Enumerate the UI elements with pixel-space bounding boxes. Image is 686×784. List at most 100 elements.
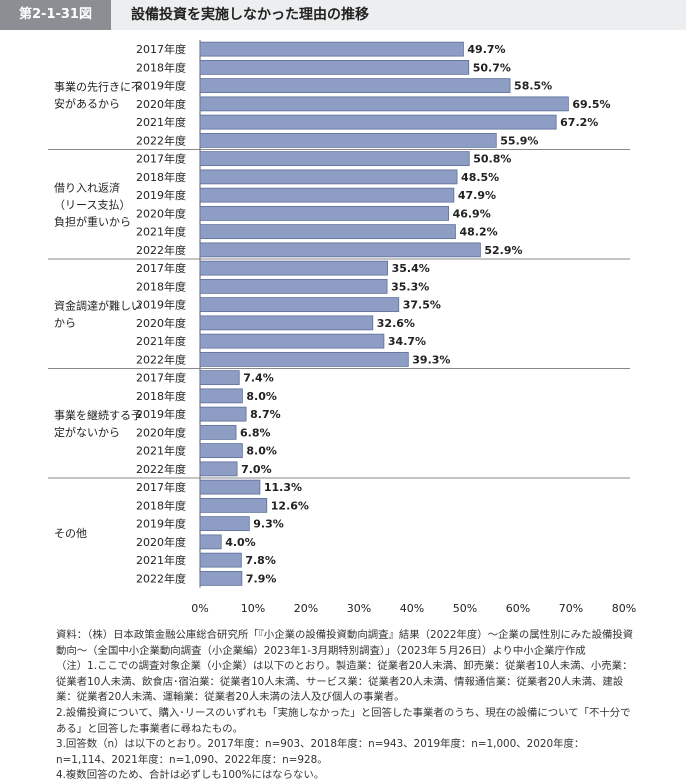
bar xyxy=(199,443,243,459)
bar xyxy=(199,370,240,386)
group-label: 事業を継続する予 xyxy=(54,408,142,422)
bar xyxy=(199,497,268,513)
year-label: 2021年度 xyxy=(136,444,186,458)
bar xyxy=(199,479,261,495)
value-label: 52.9% xyxy=(484,244,522,257)
value-label: 48.5% xyxy=(461,171,499,184)
bar xyxy=(199,406,247,422)
year-label: 2019年度 xyxy=(136,517,186,531)
bar xyxy=(199,297,400,313)
bar xyxy=(199,424,237,440)
group-label: 事業の先行きに不 xyxy=(54,80,142,93)
year-label: 2019年度 xyxy=(136,407,186,421)
year-label: 2018年度 xyxy=(136,170,186,184)
value-label: 46.9% xyxy=(453,207,491,220)
bar xyxy=(199,169,458,185)
bar xyxy=(199,461,238,477)
value-label: 48.2% xyxy=(459,226,497,239)
chart-notes: 資料：（株）日本政策金融公庫総合研究所「『小企業の設備投資動向調査』結果（202… xyxy=(56,628,636,784)
year-label: 2017年度 xyxy=(136,371,186,385)
value-label: 50.7% xyxy=(473,61,511,74)
figure-header: 第2-1-31図 設備投資を実施しなかった理由の推移 xyxy=(0,0,686,30)
bar xyxy=(199,351,409,367)
year-label: 2019年度 xyxy=(136,298,186,312)
year-label: 2017年度 xyxy=(136,152,186,166)
figure-number: 第2-1-31図 xyxy=(0,0,111,30)
value-label: 39.3% xyxy=(412,353,450,366)
x-tick-label: 30% xyxy=(347,602,371,614)
value-label: 8.0% xyxy=(246,445,277,458)
year-label: 2019年度 xyxy=(136,79,186,93)
bar xyxy=(199,534,222,550)
value-label: 12.6% xyxy=(271,499,309,512)
value-label: 6.8% xyxy=(240,426,271,439)
bar xyxy=(199,552,242,568)
year-label: 2020年度 xyxy=(136,425,186,439)
source-note: 資料：（株）日本政策金融公庫総合研究所「『小企業の設備投資動向調査』結果（202… xyxy=(56,629,634,657)
value-label: 47.9% xyxy=(458,189,496,202)
group-label: 借り入れ返済 xyxy=(54,180,120,194)
note-3: 3.回答数（n）は以下のとおり。2017年度：n=903、2018年度：n=94… xyxy=(56,738,585,766)
bar xyxy=(199,388,243,404)
year-label: 2017年度 xyxy=(136,261,186,275)
year-label: 2021年度 xyxy=(136,334,186,348)
chart-title: 設備投資を実施しなかった理由の推移 xyxy=(131,7,369,23)
x-tick-label: 0% xyxy=(191,602,208,614)
note-1: （注）1.ここでの調査対象企業（小企業）は以下のとおり。製造業：従業者20人未満… xyxy=(56,660,633,704)
group-label: その他 xyxy=(54,527,87,540)
bar xyxy=(199,570,243,586)
value-label: 4.0% xyxy=(225,536,256,549)
year-label: 2021年度 xyxy=(136,553,186,567)
year-label: 2022年度 xyxy=(136,352,186,366)
bar xyxy=(199,114,557,130)
year-label: 2017年度 xyxy=(136,480,186,494)
year-label: 2018年度 xyxy=(136,389,186,403)
value-label: 7.4% xyxy=(243,372,274,385)
bar xyxy=(199,132,497,148)
year-label: 2022年度 xyxy=(136,571,186,585)
value-label: 49.7% xyxy=(467,43,505,56)
value-label: 11.3% xyxy=(264,481,302,494)
year-label: 2020年度 xyxy=(136,206,186,220)
year-label: 2021年度 xyxy=(136,115,186,129)
group-label: から xyxy=(54,316,76,329)
year-label: 2020年度 xyxy=(136,535,186,549)
value-label: 8.0% xyxy=(246,390,277,403)
bar xyxy=(199,242,481,258)
year-label: 2022年度 xyxy=(136,243,186,257)
bar xyxy=(199,516,250,532)
value-label: 7.9% xyxy=(246,572,277,585)
x-tick-label: 70% xyxy=(559,602,583,614)
note-4: 4.複数回答のため、合計は必ずしも100%にはならない。 xyxy=(56,769,325,782)
value-label: 69.5% xyxy=(572,98,610,111)
x-tick-label: 20% xyxy=(294,602,318,614)
value-label: 34.7% xyxy=(388,335,426,348)
group-label: 負担が重いから xyxy=(54,214,131,228)
note-2: 2.設備投資について、購入･リースのいずれも「実施しなかった」と回答した事業者の… xyxy=(56,706,631,735)
group-label: 定がないから xyxy=(54,425,120,439)
group-label: （リース支払） xyxy=(54,197,130,211)
value-label: 9.3% xyxy=(253,518,284,531)
x-tick-label: 80% xyxy=(612,602,636,614)
year-label: 2022年度 xyxy=(136,133,186,147)
bar xyxy=(199,315,374,331)
bar xyxy=(199,187,455,203)
bar xyxy=(199,205,449,221)
value-label: 50.8% xyxy=(473,153,511,166)
value-label: 32.6% xyxy=(377,317,415,330)
x-tick-label: 40% xyxy=(400,602,424,614)
bar xyxy=(199,224,456,240)
bar xyxy=(199,278,388,294)
value-label: 35.3% xyxy=(391,280,429,293)
bar xyxy=(199,96,569,112)
year-label: 2019年度 xyxy=(136,188,186,202)
bar xyxy=(199,260,389,276)
year-label: 2018年度 xyxy=(136,60,186,74)
year-label: 2020年度 xyxy=(136,316,186,330)
group-label: 安があるから xyxy=(54,96,120,110)
value-label: 7.8% xyxy=(245,554,276,567)
x-tick-label: 10% xyxy=(241,602,265,614)
year-label: 2018年度 xyxy=(136,279,186,293)
value-label: 7.0% xyxy=(241,463,272,476)
